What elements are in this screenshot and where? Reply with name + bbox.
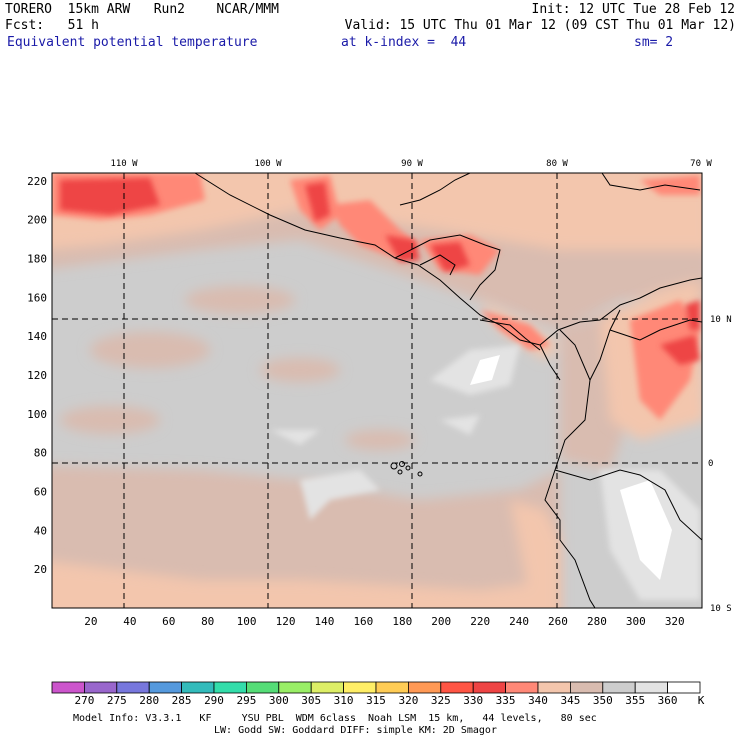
galapagos-islands [390, 461, 423, 477]
y-tick-label: 140 [27, 330, 47, 343]
footer-physics-info: LW: Godd SW: Goddard DIFF: simple KM: 2D… [214, 725, 497, 736]
lat-label-0: 0 [708, 459, 713, 469]
footer-model-info: Model Info: V3.3.1 KF YSU PBL WDM 6class… [73, 713, 597, 724]
x-tick-label: 160 [353, 615, 373, 628]
x-tick-label: 240 [509, 615, 529, 628]
x-tick-label: 140 [315, 615, 335, 628]
x-tick-label: 40 [123, 615, 136, 628]
y-tick-label: 40 [34, 524, 47, 537]
x-tick-label: 100 [237, 615, 257, 628]
lon-label-100w: 100 W [254, 159, 282, 169]
x-tick-label: 320 [665, 615, 685, 628]
y-axis-ticks: 220 200 180 160 140 120 100 80 60 40 20 [27, 175, 47, 576]
header-forecast-hour: Fcst: 51 h [5, 18, 99, 33]
header-init-time: Init: 12 UTC Tue 28 Feb 12 [531, 2, 736, 17]
lat-lon-grid [52, 173, 702, 608]
latitude-labels: 10 N 0 10 S [708, 315, 732, 614]
lat-label-10s: 10 S [710, 604, 732, 614]
x-tick-label: 20 [84, 615, 97, 628]
y-tick-label: 120 [27, 369, 47, 382]
x-tick-label: 280 [587, 615, 607, 628]
x-tick-label: 120 [276, 615, 296, 628]
y-tick-label: 100 [27, 408, 47, 421]
y-tick-label: 80 [34, 447, 47, 460]
x-tick-label: 80 [201, 615, 214, 628]
x-tick-label: 300 [626, 615, 646, 628]
x-tick-label: 200 [431, 615, 451, 628]
y-tick-label: 60 [34, 485, 47, 498]
lon-label-110w: 110 W [110, 159, 138, 169]
lat-label-10n: 10 N [710, 315, 732, 325]
lon-label-70w: 70 W [690, 159, 712, 169]
header-model-run: TORERO 15km ARW Run2 NCAR/MMM [5, 2, 279, 17]
x-tick-label: 60 [162, 615, 175, 628]
smoothing-label: sm= 2 [634, 35, 674, 50]
x-axis-ticks: 20 40 60 80 100 120 140 160 180 200 220 240 260 280 30… [84, 615, 684, 628]
y-tick-label: 180 [27, 252, 47, 265]
lon-label-80w: 80 W [546, 159, 568, 169]
level-label: at k-index = 44 [341, 35, 467, 50]
lon-label-90w: 90 W [401, 159, 423, 169]
longitude-labels: 110 W 100 W 90 W 80 W 70 W [110, 159, 712, 169]
x-tick-label: 260 [548, 615, 568, 628]
map-shading [52, 173, 702, 608]
header-valid-time: Valid: 15 UTC Thu 01 Mar 12 (09 CST Thu … [344, 18, 736, 33]
y-tick-label: 20 [34, 563, 47, 576]
x-tick-label: 220 [470, 615, 490, 628]
y-tick-label: 200 [27, 214, 47, 227]
y-tick-label: 220 [27, 175, 47, 188]
map-frame [51, 172, 703, 609]
x-tick-label: 180 [392, 615, 412, 628]
field-title: Equivalent potential temperature [7, 35, 258, 50]
y-tick-label: 160 [27, 291, 47, 304]
